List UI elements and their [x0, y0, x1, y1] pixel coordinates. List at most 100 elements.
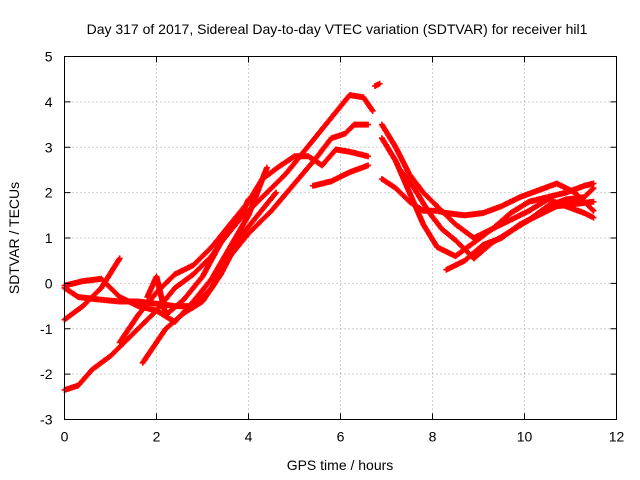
data-point-segment — [98, 275, 122, 299]
data-point-segment — [199, 272, 223, 305]
data-point — [376, 80, 383, 87]
data-point-segment — [305, 153, 324, 168]
data-point-segment — [397, 166, 417, 190]
y-tick-label: 4 — [45, 94, 53, 110]
data-point-segment — [79, 276, 103, 285]
data-point — [365, 121, 372, 128]
data-point-segment — [581, 186, 596, 201]
series-track-n — [443, 198, 597, 273]
data-point-segment — [190, 254, 214, 278]
data-point-segment — [181, 274, 205, 303]
y-tick-label: 2 — [45, 185, 53, 201]
data-point-segment — [314, 136, 334, 160]
data-point-segment — [424, 207, 444, 231]
grid-layer — [64, 56, 617, 420]
data-point — [590, 207, 597, 214]
data-point — [590, 214, 597, 221]
data-point-segment — [190, 245, 214, 269]
data-point-segment — [171, 272, 195, 291]
data-point-segment — [572, 198, 595, 207]
data-point-segment — [346, 148, 370, 159]
data-point-segment — [420, 189, 439, 209]
data-point-segment — [516, 213, 540, 228]
data-layer — [61, 80, 597, 393]
series-track-f — [139, 189, 280, 366]
data-point-segment — [319, 147, 338, 169]
data-point-segment — [130, 308, 159, 337]
data-point-segment — [434, 244, 458, 259]
data-point-segment — [544, 197, 568, 210]
data-point-segment — [516, 187, 540, 201]
data-point-segment — [461, 210, 485, 219]
data-point — [263, 164, 270, 171]
data-point-segment — [489, 217, 513, 232]
data-point-segment — [217, 218, 242, 246]
data-point-segment — [245, 208, 274, 237]
data-point-segment — [480, 235, 503, 248]
data-point-segment — [443, 258, 467, 273]
y-tick-label: 3 — [45, 139, 53, 155]
data-point-segment — [277, 154, 297, 169]
chart-title: Day 317 of 2017, Sidereal Day-to-day VTE… — [87, 21, 588, 37]
data-point-segment — [498, 194, 522, 210]
data-point-segment — [139, 327, 168, 366]
data-point-segment — [309, 178, 333, 189]
series-track-g — [144, 196, 252, 319]
data-point-segment — [392, 185, 412, 204]
series-track-h — [309, 162, 372, 189]
series-track-k — [378, 135, 597, 260]
data-point-segment — [461, 242, 485, 264]
data-point-segment — [190, 277, 214, 305]
series-track-b — [61, 255, 123, 323]
data-point-segment — [217, 236, 242, 278]
x-tick-label: 2 — [153, 429, 161, 445]
data-point-segment — [553, 180, 577, 195]
data-point-segment — [507, 199, 531, 216]
data-point-segment — [236, 197, 251, 223]
x-tick-label: 0 — [61, 429, 69, 445]
y-tick-label: 5 — [45, 49, 53, 65]
data-point-segment — [535, 203, 559, 219]
data-point-segment — [268, 181, 297, 214]
series-track-e — [116, 146, 372, 346]
data-point-segment — [507, 208, 531, 223]
data-point-segment — [79, 286, 104, 310]
data-point-segment — [259, 163, 283, 182]
data-point-segment — [443, 210, 467, 219]
series-track-i — [372, 80, 383, 89]
data-point-segment — [171, 262, 195, 278]
data-point-segment — [411, 185, 431, 213]
data-point — [590, 198, 597, 205]
data-point-segment — [199, 241, 224, 280]
data-point — [116, 255, 123, 262]
data-point-segment — [328, 169, 352, 185]
y-tick-label: -1 — [40, 321, 53, 337]
data-point-segment — [75, 367, 94, 389]
data-point-segment — [526, 194, 549, 205]
data-point-segment — [93, 296, 122, 305]
x-tick-label: 8 — [429, 429, 437, 445]
series-track-m — [397, 166, 597, 262]
data-point-segment — [300, 127, 325, 155]
data-point-segment — [378, 135, 398, 163]
data-point-segment — [116, 294, 140, 309]
data-point — [369, 107, 376, 114]
x-tick-label: 12 — [609, 429, 625, 445]
data-point-segment — [372, 81, 382, 89]
series-track-l — [378, 176, 597, 219]
data-point-segment — [162, 310, 186, 332]
data-point-segment — [342, 122, 357, 137]
y-tick-label: -2 — [40, 366, 53, 382]
data-point-segment — [227, 213, 251, 251]
data-point-segment — [135, 290, 159, 319]
data-point-segment — [360, 94, 375, 113]
data-point-segment — [438, 225, 458, 243]
data-point-segment — [153, 273, 169, 317]
data-point-segment — [208, 245, 233, 282]
data-point-segment — [420, 221, 440, 249]
data-point-segment — [254, 190, 279, 219]
data-point — [273, 189, 280, 196]
data-point-segment — [89, 353, 113, 373]
